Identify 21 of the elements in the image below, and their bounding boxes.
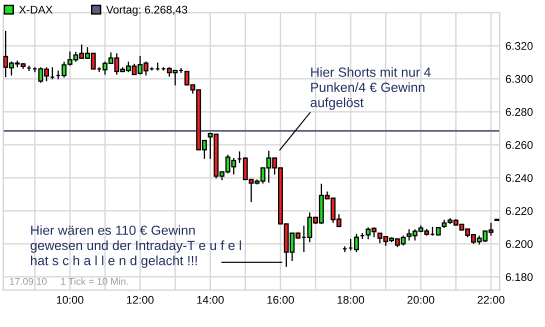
annotation: 1 Tick = 10 Min. — [61, 278, 128, 285]
x-tick-label: 10:00 — [56, 296, 84, 304]
legend-label: Vortag: 6.268,43 — [106, 6, 188, 16]
y-tick-label: 6.240 — [506, 174, 533, 182]
annotation: Hier Shorts mit nur 4 Punken/4 € Gewinn aufgelöst — [310, 67, 431, 110]
x-tick-label: 14:00 — [197, 296, 224, 304]
legend-label: X-DAX — [19, 6, 53, 14]
x-tick-label: 16:00 — [267, 296, 294, 304]
y-tick-label: 6.280 — [506, 108, 533, 116]
y-tick-label: 6.300 — [506, 75, 533, 83]
annotation: 17.09.10 — [10, 278, 47, 285]
y-tick-label: 6.320 — [506, 42, 533, 50]
x-tick-label: 22:00 — [478, 296, 504, 304]
y-tick-label: 6.200 — [506, 240, 533, 248]
annotation: Hier wären es 110 € Gewinn gewesen und der Intraday-T e u f e l hat s c h a l l e n d gelacht !!! — [30, 225, 241, 268]
y-tick-label: 6.180 — [506, 273, 533, 281]
x-tick-label: 12:00 — [127, 296, 154, 304]
y-tick-label: 6.220 — [506, 207, 533, 215]
x-tick-label: 20:00 — [407, 296, 434, 304]
x-tick-label: 18:00 — [338, 296, 364, 304]
y-tick-label: 6.260 — [506, 141, 533, 149]
